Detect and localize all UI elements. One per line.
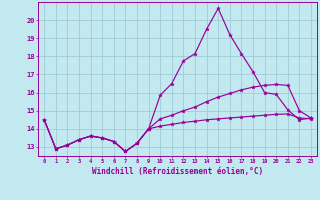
X-axis label: Windchill (Refroidissement éolien,°C): Windchill (Refroidissement éolien,°C) <box>92 167 263 176</box>
